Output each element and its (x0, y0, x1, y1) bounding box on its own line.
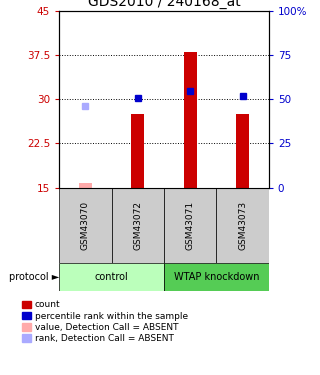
Bar (184, 53, 197, 188)
Bar (79, 183, 92, 188)
Legend: count, percentile rank within the sample, value, Detection Call = ABSENT, rank, : count, percentile rank within the sample… (20, 298, 190, 345)
Bar (131, 114, 144, 188)
Text: GSM43072: GSM43072 (133, 201, 142, 249)
Bar (164, 262, 269, 291)
Text: GSM43070: GSM43070 (81, 200, 90, 250)
Bar (236, 114, 249, 188)
Bar (216, 188, 269, 262)
Bar (164, 188, 216, 262)
Text: WTAP knockdown: WTAP knockdown (174, 272, 259, 282)
Title: GDS2010 / 240168_at: GDS2010 / 240168_at (88, 0, 240, 9)
Text: protocol ►: protocol ► (9, 272, 59, 282)
Text: GSM43073: GSM43073 (238, 200, 247, 250)
Text: GSM43071: GSM43071 (186, 200, 195, 250)
Bar (59, 188, 112, 262)
Bar (59, 262, 164, 291)
Bar (112, 188, 164, 262)
Text: control: control (95, 272, 128, 282)
